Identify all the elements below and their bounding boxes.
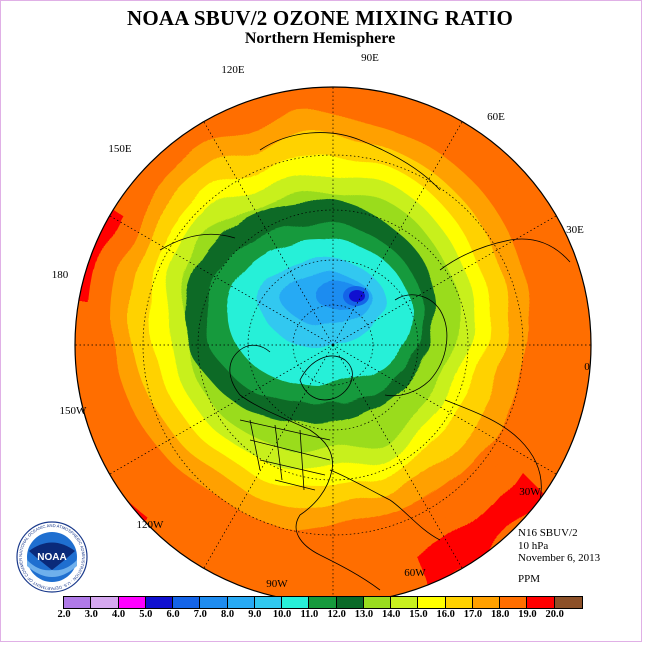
- colorbar-tick-label: 13.0: [354, 609, 374, 620]
- colorbar-tick-label: 20.0: [545, 609, 564, 620]
- lon-label-60w: 60W: [404, 567, 426, 579]
- lon-label-90w: 90W: [266, 578, 288, 590]
- lon-label-30e: 30E: [566, 224, 584, 236]
- lon-label-120e: 120E: [221, 64, 245, 76]
- colorbar-swatch: [554, 597, 582, 608]
- colorbar-swatch: [418, 597, 446, 608]
- colorbar-swatch: [64, 597, 92, 608]
- map-title: NOAA SBUV/2 OZONE MIXING RATIO: [127, 6, 513, 30]
- lon-label-150w: 150W: [60, 405, 88, 417]
- date-label: November 6, 2013: [518, 552, 601, 564]
- colorbar-swatch: [472, 597, 500, 608]
- colorbar-tick-label: 11.0: [300, 609, 319, 620]
- contour-band-4: [349, 290, 365, 302]
- lon-label-150e: 150E: [108, 143, 132, 155]
- satellite-label: N16 SBUV/2: [518, 527, 578, 539]
- colorbar-tick-label: 18.0: [491, 609, 510, 620]
- pressure-level-label: 10 hPa: [518, 539, 549, 552]
- colorbar: [63, 596, 583, 609]
- colorbar-swatch: [363, 597, 391, 608]
- colorbar-swatch: [145, 597, 173, 608]
- lon-label-120w: 120W: [137, 519, 165, 531]
- colorbar-tick-label: 15.0: [409, 609, 428, 620]
- coastlines: [159, 132, 571, 591]
- lon-label-30w: 30W: [519, 486, 541, 498]
- lon-label-60e: 60E: [487, 111, 505, 123]
- colorbar-tick-label: 8.0: [221, 609, 235, 620]
- colorbar-tick-label: 10.0: [272, 609, 292, 620]
- colorbar-tick-label: 14.0: [381, 609, 401, 620]
- lon-label-90e: 90E: [361, 52, 379, 64]
- colorbar-tick-label: 5.0: [139, 609, 153, 620]
- colorbar-tick-label: 4.0: [111, 609, 126, 620]
- colorbar-swatch: [282, 597, 310, 608]
- colorbar-tick-label: 2.0: [57, 609, 71, 620]
- lon-label-0: 0: [584, 361, 590, 373]
- colorbar-swatch: [500, 597, 528, 608]
- colorbar-tick-label: 9.0: [248, 609, 262, 620]
- units-label: PPM: [518, 573, 541, 585]
- noaa-logo: NOAA NATIONAL OCEANIC AND ATMOSPHERIC AD…: [15, 520, 88, 593]
- logo-text: NOAA: [37, 552, 66, 563]
- colorbar-swatch: [445, 597, 473, 608]
- colorbar-tick-label: 16.0: [436, 609, 455, 620]
- colorbar-tick-label: 12.0: [327, 609, 346, 620]
- colorbar-swatch: [227, 597, 255, 608]
- contour-fill-layer: [75, 87, 591, 603]
- colorbar-tick-label: 3.0: [84, 609, 98, 620]
- colorbar-tick-label: 19.0: [518, 609, 537, 620]
- colorbar-swatch: [391, 597, 419, 608]
- colorbar-swatch: [200, 597, 228, 608]
- colorbar-swatch: [118, 597, 146, 608]
- colorbar-tick-label: 17.0: [463, 609, 483, 620]
- colorbar-swatch: [254, 597, 282, 608]
- meridians: [75, 87, 591, 603]
- colorbar-tick-label: 6.0: [166, 609, 180, 620]
- product-info: N16 SBUV/2 10 hPa November 6, 2013: [518, 527, 600, 565]
- colorbar-swatch: [173, 597, 201, 608]
- colorbar-tick-label: 7.0: [193, 609, 207, 620]
- colorbar-swatch: [309, 597, 337, 608]
- colorbar-swatch: [527, 597, 555, 608]
- map-subtitle: Northern Hemisphere: [244, 30, 396, 47]
- colorbar-swatch: [336, 597, 364, 608]
- lon-label-180: 180: [52, 269, 69, 281]
- colorbar-swatch: [91, 597, 119, 608]
